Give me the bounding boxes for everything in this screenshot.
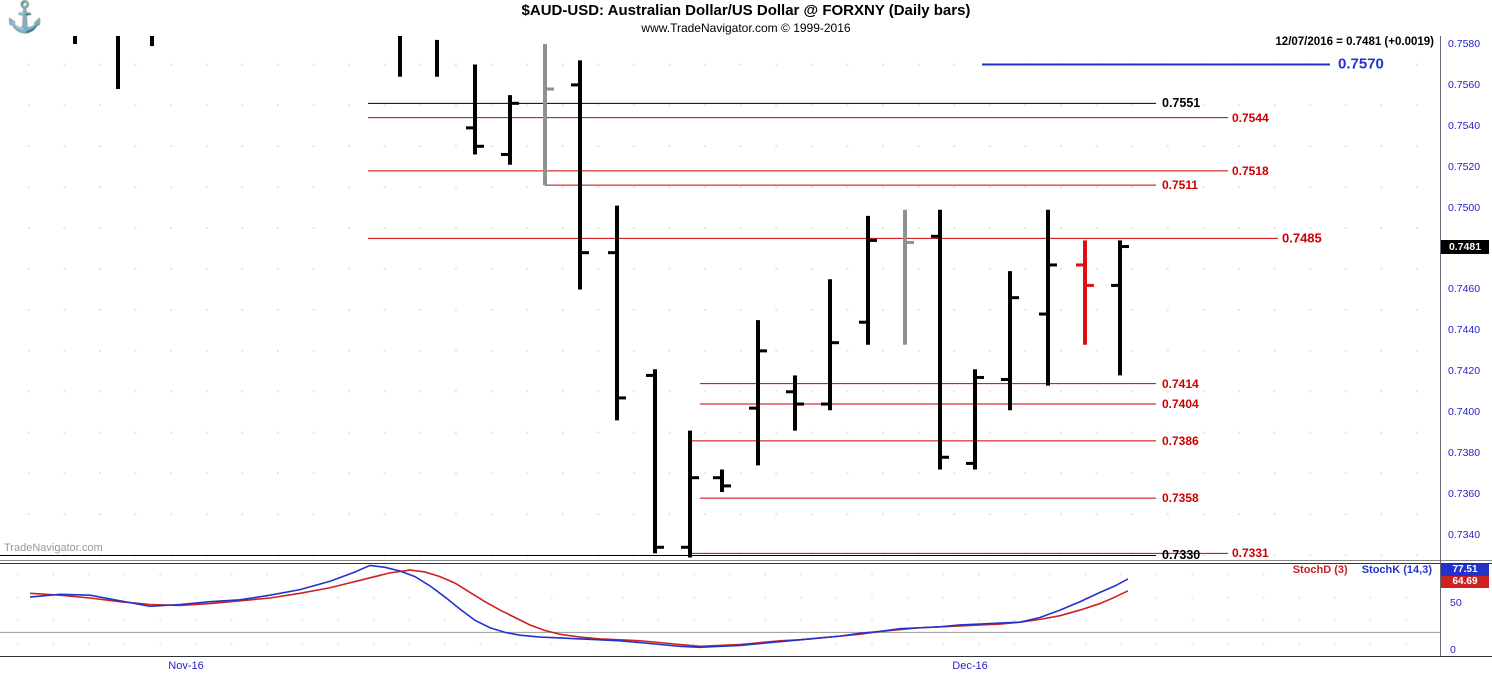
stoch-scale-50: 50 — [1450, 597, 1462, 609]
price-axis-label: 0.7420 — [1448, 365, 1481, 378]
stochk-value-badge: 77.51 — [1441, 564, 1489, 576]
price-axis-label: 0.7440 — [1448, 324, 1481, 337]
price-chart-panel[interactable] — [0, 36, 1440, 561]
time-axis[interactable]: Nov-16 Dec-16 — [0, 656, 1440, 677]
panel-separator — [0, 560, 1492, 561]
price-axis-label: 0.7340 — [1448, 528, 1481, 541]
chart-subtitle: www.TradeNavigator.com © 1999-2016 — [641, 21, 851, 35]
tradenavigator-logo-icon: ⚓ — [6, 1, 44, 34]
stochd-legend[interactable]: StochD (3) — [1292, 564, 1348, 576]
stochk-line — [29, 564, 1129, 649]
price-axis-label: 0.7500 — [1448, 201, 1481, 214]
price-axis-label: 0.7400 — [1448, 406, 1481, 419]
price-chart-canvas[interactable] — [0, 36, 1440, 561]
price-axis-separator — [1440, 36, 1441, 656]
price-axis-label: 0.7460 — [1448, 283, 1481, 296]
price-axis-label: 0.7520 — [1448, 160, 1481, 173]
price-axis-label: 0.7560 — [1448, 78, 1481, 91]
time-axis-label: Nov-16 — [168, 660, 204, 672]
price-axis-label: 0.7380 — [1448, 447, 1481, 460]
stoch-panel-top-border — [0, 563, 1492, 564]
time-axis-label: Dec-16 — [952, 660, 988, 672]
chart-header: $AUD-USD: Australian Dollar/US Dollar @ … — [0, 2, 1492, 35]
price-axis-label: 0.7580 — [1448, 38, 1481, 50]
price-axis-label: 0.7540 — [1448, 119, 1481, 132]
stochastic-canvas[interactable] — [0, 563, 1440, 656]
stochd-line — [29, 569, 1129, 648]
stochd-value-badge: 64.69 — [1441, 576, 1489, 588]
stoch-panel-bottom-border — [0, 656, 1492, 657]
price-axis-label: 0.7360 — [1448, 488, 1481, 501]
stochk-legend[interactable]: StochK (14,3) — [1361, 564, 1432, 576]
stochastic-legend: StochD (3) StochK (14,3) — [1293, 564, 1432, 576]
stoch-scale-0: 0 — [1450, 644, 1456, 656]
price-axis[interactable]: 0.75800.75600.75400.75200.75000.74800.74… — [1441, 36, 1492, 561]
chart-title: $AUD-USD: Australian Dollar/US Dollar @ … — [521, 2, 971, 19]
stochastic-panel[interactable] — [0, 563, 1440, 656]
current-price-badge: 0.7481 — [1441, 239, 1489, 254]
watermark: TradeNavigator.com — [4, 542, 103, 554]
